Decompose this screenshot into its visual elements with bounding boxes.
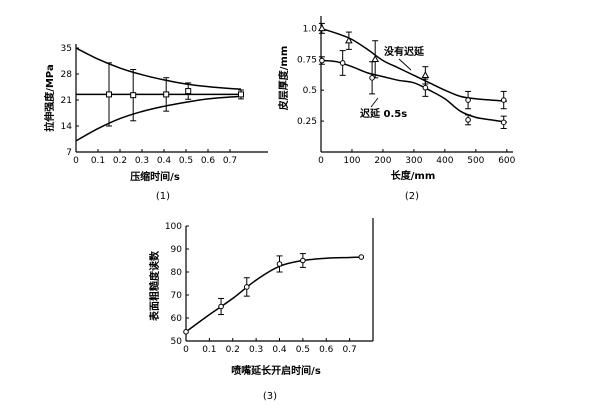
chart-2-y-tick-label: 1.0 bbox=[303, 24, 318, 34]
chart-1-x-tick-label: 0.2 bbox=[113, 156, 127, 166]
chart-2-data-point bbox=[319, 57, 325, 64]
chart-2-y-tick-label: 0.75 bbox=[297, 55, 317, 65]
chart-2-data-point bbox=[500, 119, 507, 126]
chart-1-series-line bbox=[75, 47, 242, 90]
chart-1-data-point bbox=[163, 91, 170, 98]
chart-2-data-point bbox=[369, 75, 375, 81]
chart-1-axes bbox=[75, 44, 268, 153]
chart-1-data-point bbox=[130, 92, 137, 99]
chart-3-y-tick-label: 100 bbox=[165, 222, 182, 232]
chart-2-data-point bbox=[339, 60, 346, 66]
chart-1-x-tick-label: 0.1 bbox=[91, 156, 105, 166]
chart-1-ticks: 0 0.1 0.2 0.3 0.4 0.5 0.6 0.7 7 14 21 28 35 bbox=[61, 44, 238, 166]
chart-3-points bbox=[183, 253, 365, 335]
chart-1-y-title: 拉伸强度/MPa bbox=[43, 64, 56, 131]
chart-2-data-point bbox=[345, 36, 353, 44]
chart-3-x-title: 喷嘴延长开启时间/s bbox=[231, 364, 321, 377]
chart-1: 0 0.1 0.2 0.3 0.4 0.5 0.6 0.7 7 14 21 28 35 压缩时间/s 拉… bbox=[43, 44, 268, 202]
chart-2-caption: (2) bbox=[405, 191, 419, 202]
chart-2: 0 100 200 300 400 500 600 0.25 0.5 0.75 1.0 没有迟延 迟… bbox=[277, 16, 516, 202]
chart-2-series-line bbox=[320, 27, 507, 103]
chart-2-annotation-delay-leader bbox=[370, 97, 379, 108]
chart-2-x-tick-label: 0 bbox=[318, 156, 324, 166]
chart-2-data-point bbox=[465, 117, 471, 123]
chart-3-x-tick-label: 0.5 bbox=[296, 345, 310, 355]
chart-3-x-tick-label: 0.1 bbox=[202, 345, 216, 355]
chart-3-y-title: 表面粗糙度读数 bbox=[148, 250, 161, 322]
chart-2-x-tick-label: 100 bbox=[343, 156, 360, 166]
chart-3-y-tick-label: 80 bbox=[171, 268, 183, 278]
chart-1-y-tick-label: 21 bbox=[61, 96, 72, 106]
chart-3-y-tick-label: 60 bbox=[171, 314, 183, 324]
chart-2-annotation-no-delay-leader bbox=[398, 58, 412, 71]
chart-1-x-title: 压缩时间/s bbox=[130, 170, 180, 183]
chart-1-series-line bbox=[75, 95, 242, 142]
chart-2-data-point bbox=[371, 55, 380, 62]
chart-3-x-tick-label: 0.4 bbox=[272, 345, 287, 355]
chart-1-x-tick-label: 0.7 bbox=[223, 156, 237, 166]
chart-3-x-tick-label: 0.6 bbox=[319, 345, 334, 355]
chart-2-x-tick-label: 500 bbox=[467, 156, 484, 166]
chart-3-axes bbox=[185, 218, 374, 342]
chart-3-x-tick-label: 0 bbox=[183, 345, 189, 355]
chart-1-series bbox=[75, 47, 242, 142]
chart-1-data-point bbox=[106, 91, 112, 98]
chart-2-series-line bbox=[320, 59, 507, 124]
chart-2-x-tick-label: 400 bbox=[436, 156, 453, 166]
chart-2-ticks: 0 100 200 300 400 500 600 0.25 0.5 0.75 1.0 bbox=[297, 24, 516, 166]
chart-1-y-tick-label: 28 bbox=[61, 70, 73, 80]
chart-2-data-point bbox=[421, 71, 430, 79]
chart-3-y-tick-label: 90 bbox=[171, 245, 183, 255]
chart-1-caption: (1) bbox=[156, 191, 170, 202]
chart-3-ticks: 0 0.1 0.2 0.3 0.4 0.5 0.6 0.7 50 60 70 80 90 100 bbox=[165, 222, 357, 355]
chart-3-x-tick-label: 0.2 bbox=[226, 345, 240, 355]
chart-2-points bbox=[318, 22, 507, 130]
chart-2-data-point bbox=[500, 97, 507, 103]
chart-1-x-tick-label: 0.3 bbox=[135, 156, 149, 166]
chart-2-data-point bbox=[422, 84, 429, 91]
chart-3-series bbox=[185, 256, 362, 333]
chart-3-data-point bbox=[276, 261, 283, 267]
chart-2-annotation-no-delay: 没有迟延 bbox=[384, 45, 425, 58]
chart-1-y-tick-label: 35 bbox=[61, 44, 72, 54]
chart-3-series-line bbox=[185, 256, 362, 333]
chart-3-x-tick-label: 0.7 bbox=[342, 345, 356, 355]
chart-3-x-tick-label: 0.3 bbox=[249, 345, 263, 355]
chart-1-data-point bbox=[238, 91, 244, 98]
chart-2-y-title: 皮层厚度/mm bbox=[277, 46, 290, 112]
chart-2-series bbox=[320, 27, 507, 124]
chart-1-y-tick-label: 14 bbox=[61, 122, 73, 132]
chart-3-data-point bbox=[300, 257, 306, 264]
chart-3-data-point bbox=[183, 329, 189, 335]
chart-1-y-tick-label: 7 bbox=[66, 148, 72, 158]
chart-1-x-tick-label: 0.5 bbox=[179, 156, 193, 166]
chart-3: 0 0.1 0.2 0.3 0.4 0.5 0.6 0.7 50 60 70 80 90 100 喷嘴延长… bbox=[148, 218, 374, 402]
chart-3-caption: (3) bbox=[263, 391, 277, 402]
chart-2-x-tick-label: 600 bbox=[498, 156, 515, 166]
chart-1-data-point bbox=[185, 88, 192, 95]
chart-2-data-point bbox=[465, 97, 471, 103]
chart-1-x-tick-label: 0.6 bbox=[201, 156, 216, 166]
chart-2-x-tick-label: 300 bbox=[405, 156, 422, 166]
chart-1-x-tick-label: 0 bbox=[73, 156, 79, 166]
chart-3-data-point bbox=[358, 254, 365, 260]
chart-2-axes bbox=[320, 16, 513, 153]
chart-2-data-point bbox=[318, 24, 326, 32]
chart-3-data-point bbox=[218, 303, 224, 310]
chart-1-x-tick-label: 0.4 bbox=[157, 156, 172, 166]
chart-2-x-tick-label: 200 bbox=[374, 156, 391, 166]
chart-3-data-point bbox=[243, 284, 250, 290]
chart-1-points bbox=[106, 62, 244, 127]
chart-3-y-tick-label: 50 bbox=[171, 337, 183, 347]
chart-2-annotation-delay: 迟延 0.5s bbox=[360, 107, 407, 120]
chart-2-x-title: 长度/mm bbox=[391, 169, 436, 182]
chart-2-y-tick-label: 0.5 bbox=[303, 86, 317, 96]
chart-3-y-tick-label: 70 bbox=[171, 291, 183, 301]
chart-2-y-tick-label: 0.25 bbox=[297, 117, 317, 127]
